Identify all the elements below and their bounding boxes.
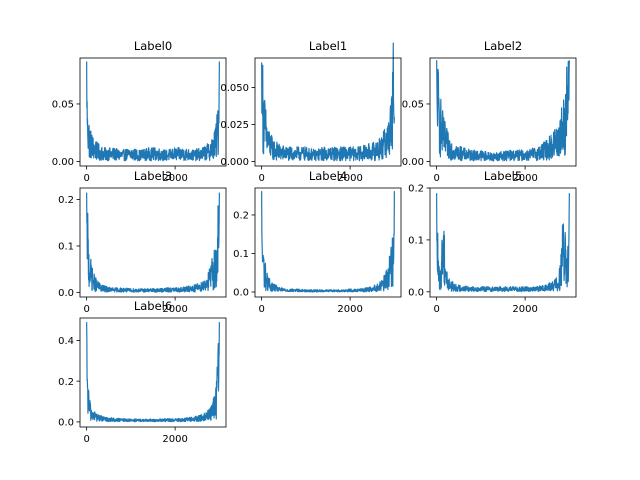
axes-frame [429,187,577,298]
y-tick-label: 0.025 [220,120,249,131]
axes-frame [429,57,577,167]
subplot-0: Label0 0 2000 0.00 0.05 [52,39,227,184]
x-tick-label: 0 [433,173,439,184]
y-tick-label: 0.0 [58,418,74,429]
x-tick-label: 2000 [512,173,537,184]
x-tick-label: 0 [83,304,89,315]
subplot-1: Label1 0 2000 0.000 0.025 0.050 [220,39,402,184]
subplot-2: Label2 0 2000 0.00 0.05 [402,39,577,184]
axes-frame [254,187,402,298]
series-line [86,322,220,423]
series-line [86,61,220,162]
subplot-title: Label5 [484,169,522,183]
subplot-5: Label5 0 2000 0.0 0.1 0.2 [408,169,577,315]
subplot-title: Label2 [484,39,522,53]
axes-frame [79,317,227,428]
series-line [436,193,570,293]
y-tick-label: 0.1 [58,242,74,253]
axes-frame [254,57,402,167]
y-tick-label: 0.000 [220,157,249,168]
series-line [86,192,220,293]
y-tick-label: 0.00 [52,157,74,168]
axes-frame [79,57,227,167]
y-tick-label: 0.2 [58,377,74,388]
x-tick-label: 0 [433,304,439,315]
subplot-title: Label0 [134,39,172,53]
x-tick-label: 2000 [337,304,362,315]
y-tick-label: 0.2 [408,184,424,195]
subplot-title: Label1 [309,39,347,53]
series-line [261,191,395,293]
y-tick-label: 0.05 [52,100,74,111]
series-line [261,42,395,162]
y-tick-label: 0.1 [233,249,249,260]
x-tick-label: 2000 [512,304,537,315]
subplot-6: Label6 0 2000 0.0 0.2 0.4 [58,299,227,445]
x-tick-label: 2000 [162,304,187,315]
subplot-title: Label4 [309,169,347,183]
x-tick-label: 2000 [162,434,187,445]
x-tick-label: 0 [258,173,264,184]
y-tick-label: 0.2 [233,211,249,222]
y-tick-label: 0.0 [58,288,74,299]
y-tick-label: 0.2 [58,195,74,206]
x-tick-label: 0 [83,173,89,184]
x-tick-label: 0 [83,434,89,445]
y-tick-label: 0.4 [58,336,74,347]
y-tick-label: 0.00 [402,157,424,168]
y-tick-label: 0.050 [220,83,249,94]
subplot-3: Label3 0 2000 0.0 0.1 0.2 [58,169,227,315]
y-tick-label: 0.0 [408,287,424,298]
subplot-title: Label3 [134,169,172,183]
y-tick-label: 0.0 [233,288,249,299]
subplot-title: Label6 [134,299,172,313]
axes-frame [79,187,227,298]
series-line [436,60,570,162]
x-tick-label: 2000 [162,173,187,184]
subplot-4: Label4 0 2000 0.0 0.1 0.2 [233,169,402,315]
x-tick-label: 2000 [337,173,362,184]
y-tick-label: 0.1 [408,236,424,247]
y-tick-label: 0.05 [402,100,424,111]
x-tick-label: 0 [258,304,264,315]
